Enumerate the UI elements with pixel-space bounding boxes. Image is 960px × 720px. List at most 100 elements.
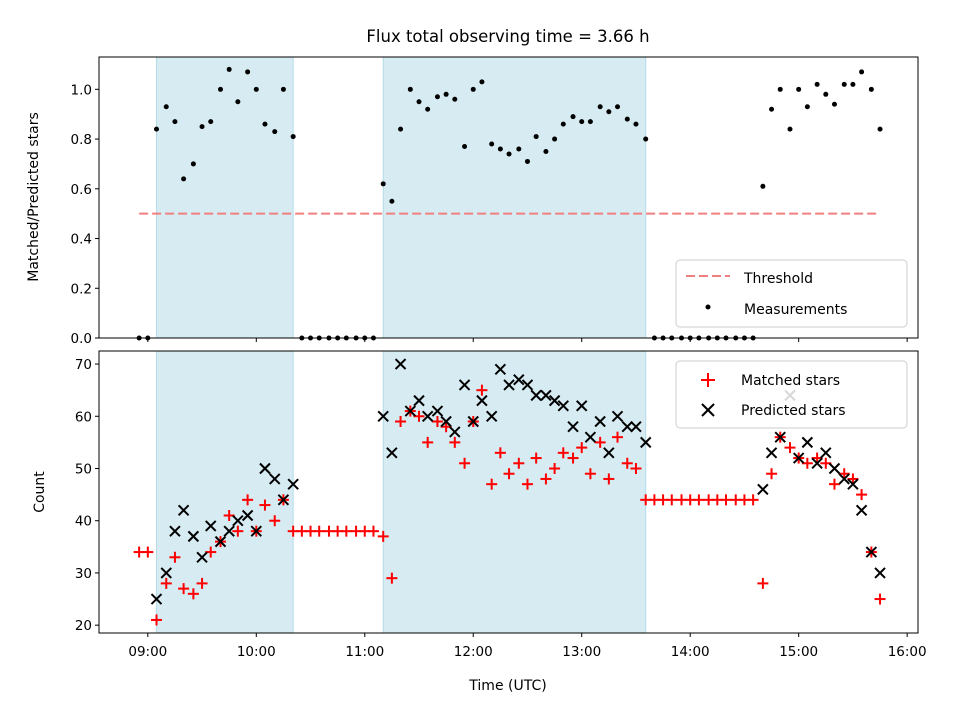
predicted-star-point [820,447,832,459]
measurement-point [868,86,874,92]
predicted-star-point [611,410,624,422]
measurement-point [489,141,495,147]
predicted-star-point [838,473,850,485]
top-ylabel: Matched/Predicted stars [26,112,42,282]
x-tick-label: 16:00 [888,644,927,660]
measurement-point [841,81,847,87]
measurement-point [579,119,585,125]
matched-star-point [693,494,705,506]
matched-star-point [530,452,542,464]
matched-star-point [747,494,759,506]
predicted-star-point [774,431,786,443]
measurement-point [831,101,837,107]
measurement-point [272,129,278,135]
predicted-star-point [160,567,172,579]
predicted-star-point [567,421,579,433]
measurement-point [280,86,286,92]
measurement-point [398,126,404,132]
matched-star-point [187,588,199,600]
matched-star-point [150,614,162,626]
predicted-star-point [494,363,507,375]
measurement-point [796,86,802,92]
bottom-panel: 20 30 40 50 60 70 09:00 10:00 11:00 12:00 13:00 14… [32,350,927,694]
predicted-star-point [440,415,452,428]
matched-star-point [476,384,488,396]
y-tick-label: 0.4 [71,232,92,248]
chart-title: Flux total observing time = 3.66 h [366,27,649,46]
matched-star-point [367,525,379,537]
predicted-star-point [394,358,407,370]
measurement-point [543,148,549,154]
predicted-star-point [205,520,217,532]
matched-star-point [757,577,769,589]
predicted-star-point [621,421,633,433]
observing-window-bot-1 [382,350,647,634]
predicted-star-point [757,483,769,496]
predicted-star-point [801,436,814,449]
observing-window-top-0 [155,56,294,339]
x-tick-label: 15:00 [779,644,818,660]
measurement-point [506,151,512,157]
measurement-point [877,126,883,132]
measurement-point [172,119,178,125]
matched-star-point [820,457,832,469]
predicted-star-point [576,400,588,412]
measurement-point [606,109,612,115]
matched-star-point [494,447,506,459]
matched-star-point [584,468,596,480]
measurement-point [479,79,485,85]
measurement-point [443,91,449,97]
y-tick-label: 20 [75,618,92,634]
measurement-point [245,69,251,75]
matched-star-point [242,494,254,506]
matched-star-point [449,436,461,448]
measurement-point [497,146,503,152]
measurement-point [199,124,205,130]
measurement-point [235,99,241,105]
matched-star-point [576,442,588,454]
matched-star-point [720,494,732,506]
measurement-point [624,116,630,122]
legend-matched-label: Matched stars [741,373,840,389]
measurement-point [434,94,440,100]
measurement-point [804,104,810,110]
matched-star-point [801,457,813,469]
matched-star-point [440,421,452,433]
measurement-point [859,69,865,75]
predicted-star-point [557,400,569,412]
matched-star-point [828,478,840,490]
y-tick-label: 0.0 [71,331,92,347]
matched-star-point [232,525,244,537]
predicted-star-point [232,515,244,527]
predicted-star-point [476,394,488,407]
matched-star-point [413,410,425,422]
y-tick-label: 0.8 [71,132,92,148]
measurement-point [190,161,196,167]
x-tick-label: 09:00 [128,644,167,660]
predicted-star-point [169,525,181,537]
predicted-star-point [404,405,417,417]
predicted-star-point [828,462,841,475]
matched-star-point [269,515,281,527]
matched-star-point [142,546,154,558]
predicted-star-point [865,546,878,558]
predicted-star-point [847,478,859,490]
measurement-point [217,86,223,92]
x-axis-label: Time (UTC) [468,678,546,694]
x-tick-label: 11:00 [345,644,384,660]
matched-star-point [513,457,525,469]
matched-star-point [549,463,561,474]
matched-star-point [666,494,678,506]
legend-measurements-swatch [705,304,711,310]
measurement-point [524,158,530,164]
matched-star-point [630,463,642,474]
measurement-point [823,91,829,97]
y-tick-label: 30 [75,566,92,582]
measurement-point [560,121,566,127]
measurement-point [615,104,621,110]
measurement-point [290,134,296,140]
matched-star-point [838,468,850,480]
predicted-star-point [584,431,597,443]
matched-star-point [196,577,208,589]
predicted-star-point [874,567,886,579]
